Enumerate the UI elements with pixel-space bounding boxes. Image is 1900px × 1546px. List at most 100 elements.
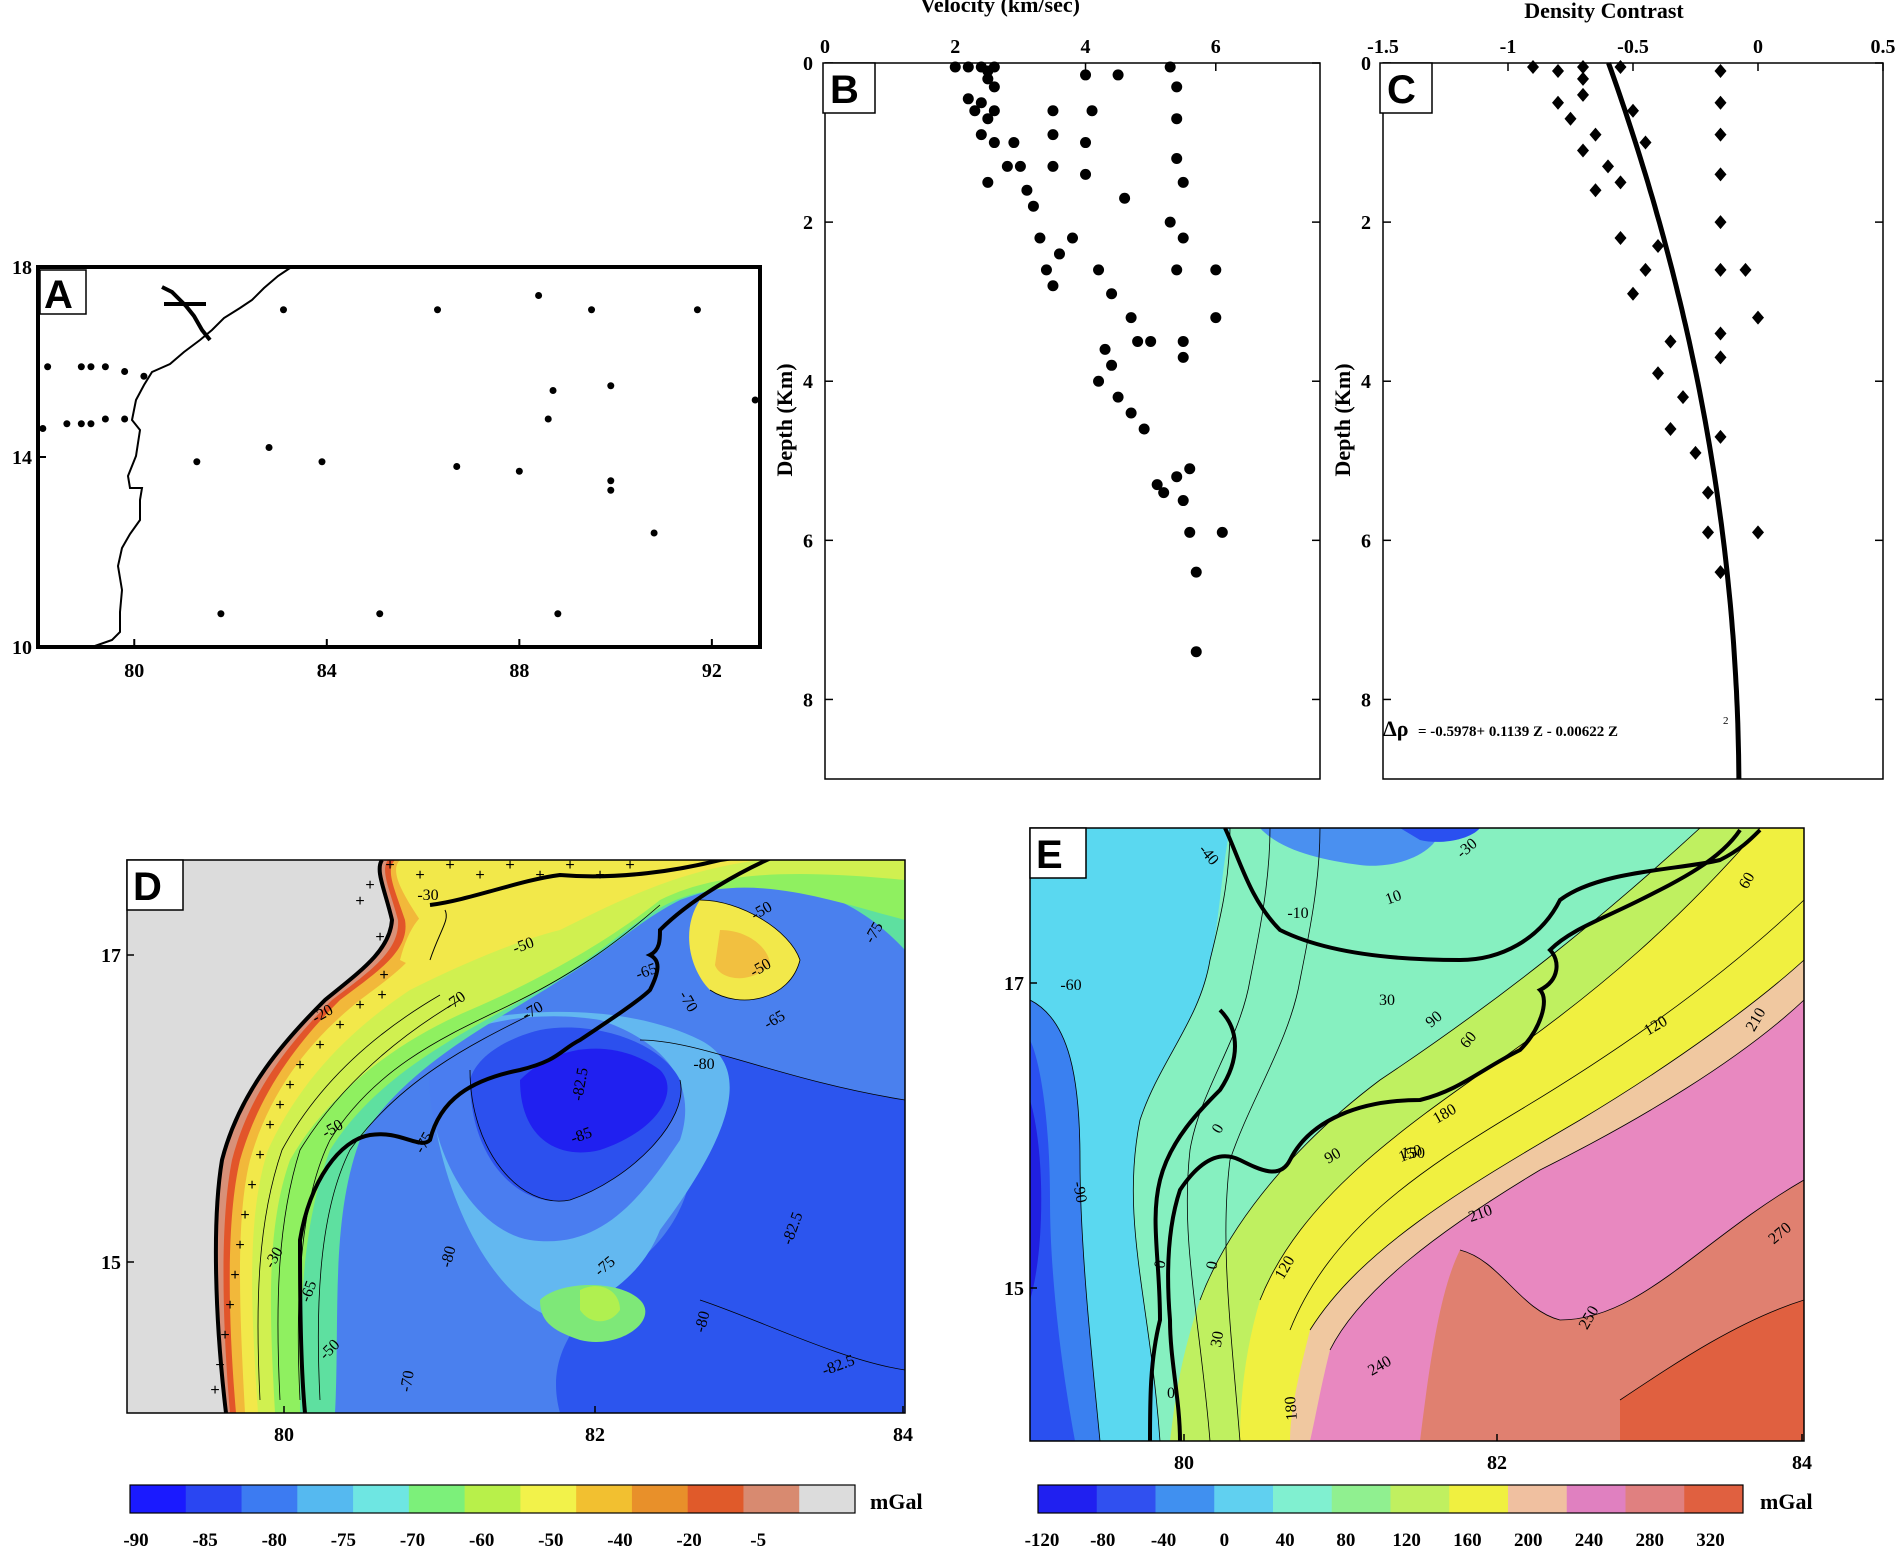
- panel-c-ylabel: Depth (Km): [1330, 363, 1355, 476]
- panel-b-point: [1132, 335, 1144, 347]
- panel-b-ytick-label: 0: [803, 53, 813, 75]
- panel-a-point: [554, 610, 562, 618]
- panel-d-plus-marker: +: [240, 1207, 249, 1224]
- panel-b-point: [988, 61, 1000, 73]
- panel-d-plus-marker: +: [505, 857, 514, 874]
- panel-c-point: [1589, 127, 1602, 142]
- panel-d-plus-marker: +: [255, 1147, 264, 1164]
- panel-c-point: [1527, 59, 1539, 74]
- panel-d-plus-marker: +: [247, 1177, 256, 1194]
- panel-e-colorbar-segment: [1155, 1485, 1215, 1513]
- panel-e-colorbar-segment: [1214, 1485, 1274, 1513]
- panel-undefined-contour-label: -70: [397, 1369, 417, 1393]
- panel-e-colorbar-segment: [1038, 1485, 1098, 1513]
- panel-d-plus-marker: +: [225, 1297, 234, 1314]
- panel-b-point: [1014, 160, 1026, 172]
- panel-a-point: [265, 444, 273, 451]
- panel-b-point: [962, 93, 974, 105]
- panel-c-point: [1614, 231, 1627, 246]
- panel-e-colorbar-label: -40: [1151, 1530, 1176, 1546]
- panel-undefined-contour-label: 90: [1322, 1145, 1344, 1168]
- panel-d-colorbar-segment: [799, 1485, 856, 1513]
- panel-e-label: E: [1036, 833, 1063, 877]
- panel-b-frame: [824, 62, 1321, 780]
- panel-c-point: [1564, 111, 1577, 126]
- panel-a-point: [751, 396, 759, 404]
- panel-e-colorbar-segment: [1273, 1485, 1333, 1513]
- panel-a-point: [121, 368, 129, 375]
- panel-b-point: [1093, 264, 1105, 276]
- panel-e-colorbar-label: 240: [1575, 1530, 1604, 1546]
- panel-c-point: [1714, 350, 1727, 365]
- panel-undefined-contour-label: -90: [1069, 1180, 1089, 1204]
- panel-a-label: A: [44, 273, 73, 317]
- panel-c-point: [1714, 127, 1727, 142]
- panel-b-point: [1047, 129, 1059, 141]
- panel-d-plus-marker: +: [295, 1057, 304, 1074]
- panel-a-point: [101, 415, 109, 423]
- panel-undefined-contour-label: -80: [692, 1309, 714, 1334]
- panel-d-colorbar-segment: [743, 1485, 800, 1513]
- panel-undefined-contour-label: -85: [569, 1124, 595, 1147]
- panel-b-point: [975, 129, 987, 141]
- panel-d-colorbar-segment: [687, 1485, 744, 1513]
- panel-d-colorbar-frame: [129, 1484, 856, 1514]
- panel-d-plus-marker: +: [625, 857, 634, 874]
- panel-c-point: [1714, 326, 1727, 341]
- panel-a-ytick-label: 10: [12, 637, 32, 659]
- panel-d-plus-marker: +: [215, 1357, 224, 1374]
- panel-undefined-contour-label: 0: [1204, 1260, 1222, 1271]
- panel-a-point: [77, 363, 85, 371]
- panel-c-point: [1577, 87, 1589, 102]
- panel-e-colorbar-segment: [1390, 1485, 1450, 1513]
- panel-d-colorbar-label: -20: [676, 1530, 701, 1546]
- panel-b-point: [1138, 423, 1150, 435]
- panel-c-point: [1714, 262, 1727, 277]
- panel-b-point: [1177, 176, 1189, 188]
- panel-b-point: [988, 105, 1000, 117]
- panel-b-label: B: [830, 68, 859, 112]
- panel-c-point: [1652, 238, 1664, 253]
- panel-c-point: [1702, 525, 1714, 540]
- panel-a-point: [434, 306, 442, 314]
- panel-c-equation: = -0.5978+ 0.1139 Z - 0.00622 Z: [1418, 724, 1618, 740]
- panel-d-colorbar-segment: [297, 1485, 354, 1513]
- panel-e-ytick-label: 15: [1004, 1278, 1024, 1300]
- panel-undefined-contour-label: -50: [511, 934, 537, 957]
- panel-c-point: [1639, 262, 1652, 277]
- panel-e-colorbar-segment: [1508, 1485, 1568, 1513]
- panel-b-xtick-label: 2: [950, 36, 960, 58]
- panel-c-point: [1589, 183, 1602, 198]
- panel-a-point: [544, 415, 552, 423]
- panel-b-point: [1177, 495, 1189, 507]
- panel-c-ytick-label: 8: [1361, 689, 1371, 711]
- panel-e-colorbar-label: 80: [1336, 1530, 1355, 1546]
- panel-e-colorbar-label: 160: [1453, 1530, 1482, 1546]
- panel-b-point: [988, 137, 1000, 149]
- panel-b-point: [982, 176, 994, 188]
- panel-b-point: [1099, 343, 1111, 355]
- panel-undefined-contour-label: 10: [1383, 887, 1404, 908]
- panel-b-point: [1053, 248, 1065, 260]
- panel-d-colorbar-label: -90: [123, 1530, 148, 1546]
- panel-d-plus-marker: +: [235, 1237, 244, 1254]
- panel-c-xtick-label: 0: [1753, 36, 1763, 58]
- panel-c-point: [1664, 421, 1677, 436]
- panel-b-point: [1210, 312, 1222, 324]
- panel-d-plus-marker: +: [315, 1037, 324, 1054]
- panel-c-ytick-label: 0: [1361, 53, 1371, 75]
- panel-c-point: [1552, 63, 1564, 78]
- panel-a-point: [87, 420, 95, 428]
- panel-e-colorbar-label: -80: [1090, 1530, 1115, 1546]
- panel-c-point: [1639, 135, 1652, 150]
- panel-a-profile: [161, 285, 212, 342]
- panel-c-point: [1714, 95, 1727, 110]
- panel-d-plus-marker: +: [335, 1017, 344, 1034]
- panel-a-point: [693, 306, 701, 314]
- panel-d-colorbar-label: -5: [750, 1530, 766, 1546]
- panel-e-colorbar-label: 0: [1220, 1530, 1230, 1546]
- panel-b-point: [975, 97, 987, 109]
- panel-d-plus-marker: +: [565, 857, 574, 874]
- panel-d-plus-marker: +: [275, 1097, 284, 1114]
